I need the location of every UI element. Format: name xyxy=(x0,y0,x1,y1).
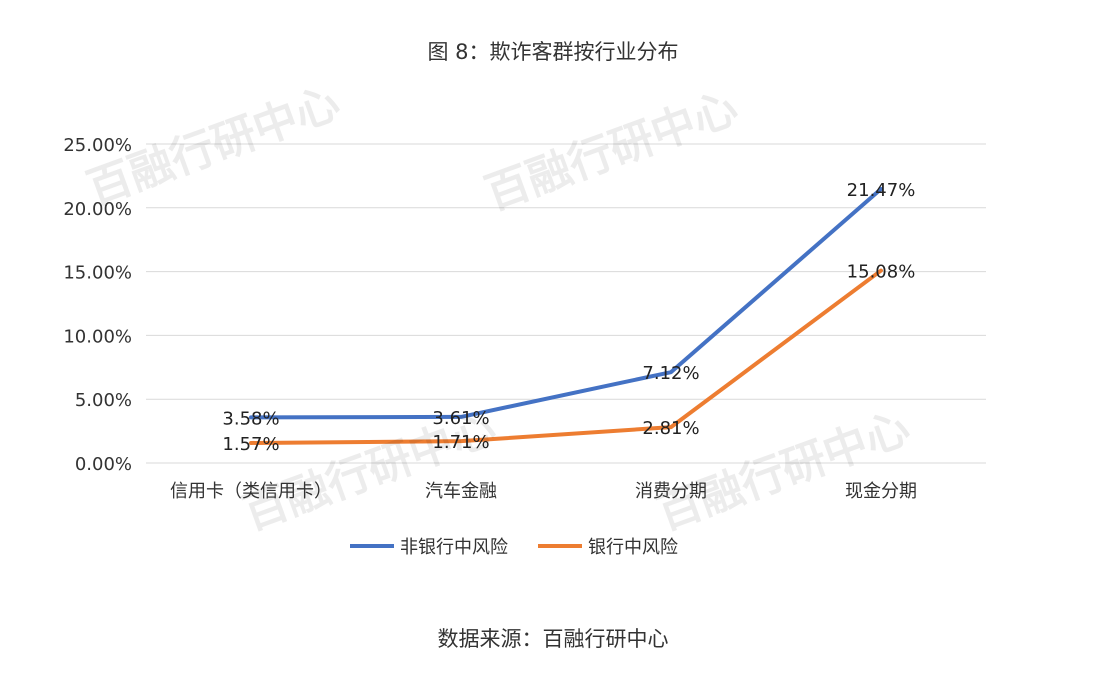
data-label: 2.81% xyxy=(642,418,699,439)
data-label: 3.58% xyxy=(222,408,279,429)
x-tick-label: 消费分期 xyxy=(635,481,707,502)
data-label: 3.61% xyxy=(432,408,489,429)
series-line-2 xyxy=(249,268,883,445)
data-label: 1.71% xyxy=(432,432,489,453)
x-tick-label: 汽车金融 xyxy=(425,481,497,502)
data-label: 15.08% xyxy=(847,262,916,283)
data-label: 7.12% xyxy=(642,363,699,384)
legend-label: 银行中风险 xyxy=(588,537,678,558)
y-tick-label: 25.00% xyxy=(63,135,132,156)
data-label: 21.47% xyxy=(847,180,916,201)
y-tick-label: 10.00% xyxy=(63,326,132,347)
series-line-1 xyxy=(249,187,883,420)
chart-title: 图 8：欺诈客群按行业分布 xyxy=(427,40,679,64)
y-tick-label: 0.00% xyxy=(75,454,132,475)
legend-label: 非银行中风险 xyxy=(400,537,508,558)
data-source: 数据来源：百融行研中心 xyxy=(437,627,669,651)
x-tick-label: 现金分期 xyxy=(845,481,917,502)
y-tick-label: 15.00% xyxy=(63,263,132,284)
data-label: 1.57% xyxy=(222,434,279,455)
y-tick-label: 20.00% xyxy=(63,199,132,220)
y-tick-label: 5.00% xyxy=(75,390,132,411)
x-tick-label: 信用卡（类信用卡） xyxy=(170,481,332,502)
